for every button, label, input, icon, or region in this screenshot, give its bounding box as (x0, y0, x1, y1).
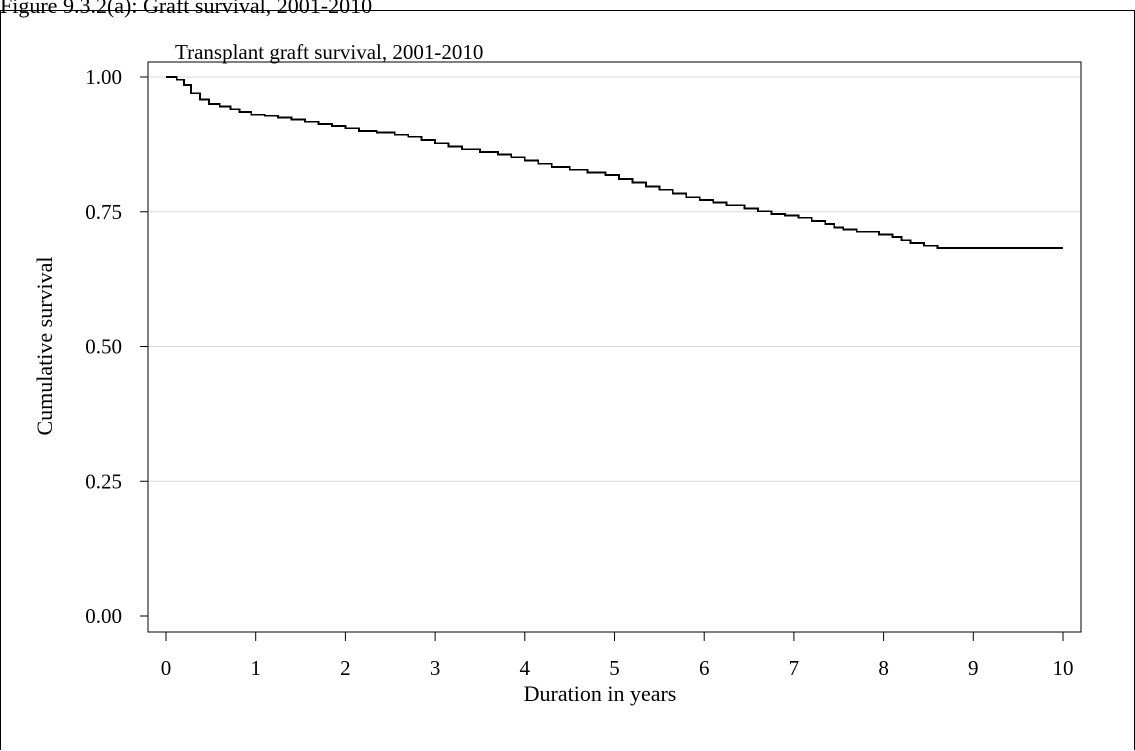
x-tick-label: 9 (968, 656, 979, 680)
figure-caption: Figure 9.3.2(a): Graft survival, 2001-20… (0, 0, 373, 18)
x-tick-label: 2 (340, 656, 351, 680)
y-axis-label: Cumulative survival (32, 256, 57, 435)
x-tick-label: 10 (1053, 656, 1074, 680)
x-axis-label: Duration in years (524, 681, 677, 706)
x-tick-label: 8 (878, 656, 889, 680)
y-tick-label: 0.00 (85, 604, 122, 628)
grid-lines (149, 76, 1080, 482)
x-tick-label: 5 (609, 656, 620, 680)
y-tick-label: 0.25 (85, 469, 122, 493)
x-tick-label: 7 (789, 656, 800, 680)
y-tick-label: 0.75 (85, 200, 122, 224)
y-tick-label: 1.00 (85, 65, 122, 89)
x-tick-label: 6 (699, 656, 710, 680)
x-tick-label: 3 (430, 656, 441, 680)
chart-title: Transplant graft survival, 2001-2010 (175, 40, 483, 64)
survival-step-line (166, 76, 1063, 249)
x-tick-label: 1 (250, 656, 261, 680)
y-tick-label: 0.50 (85, 335, 122, 359)
x-tick-label: 0 (161, 656, 172, 680)
y-axis: 0.00 0.25 0.50 0.75 1.00 (85, 65, 149, 628)
x-tick-label: 4 (520, 656, 531, 680)
x-axis: 0 1 2 3 4 5 6 7 8 9 10 (161, 631, 1074, 680)
series-group (166, 76, 1063, 249)
